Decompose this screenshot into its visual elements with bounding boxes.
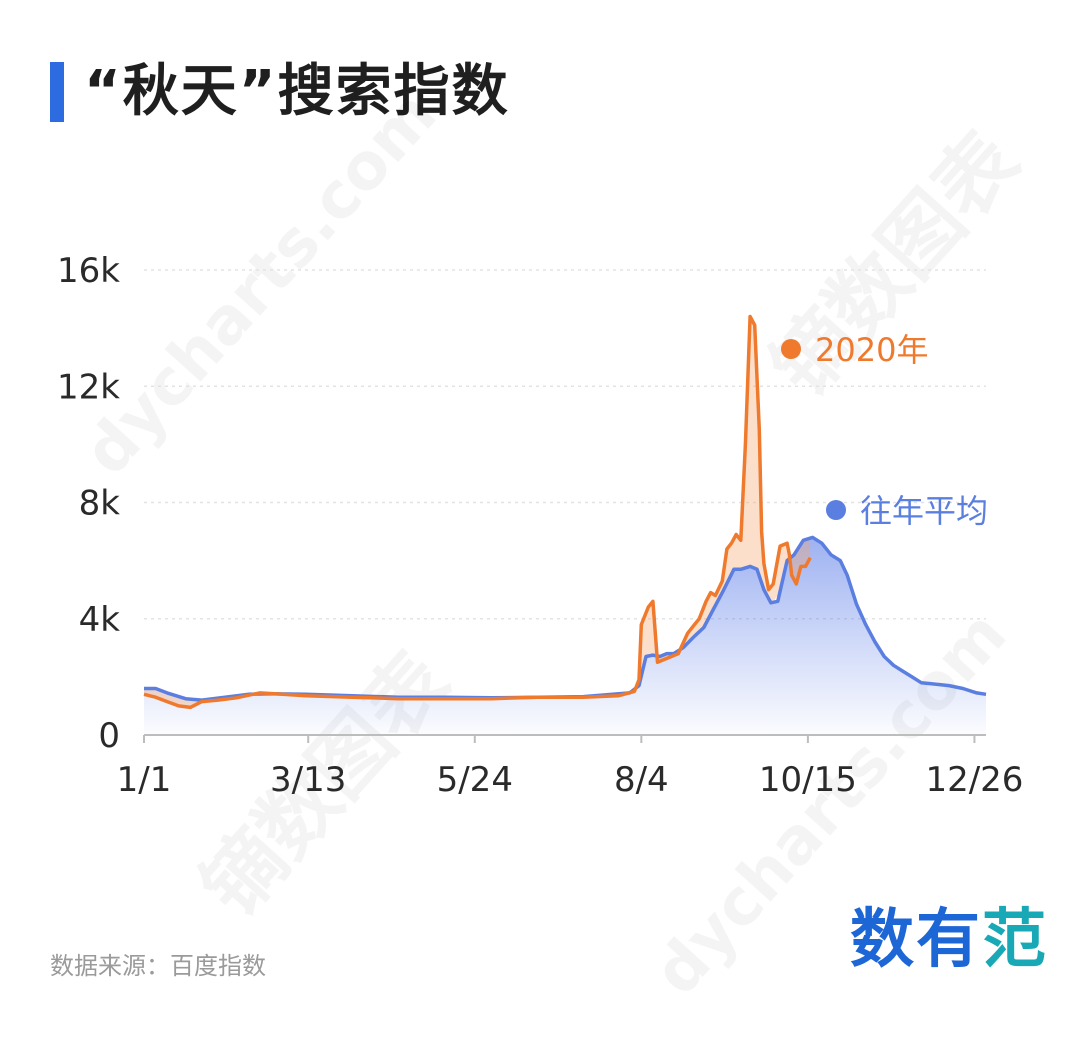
chart-title: “秋天”搜索指数 [84,59,510,124]
legend-label-1: 往年平均 [860,492,988,530]
brand-char-3: 范 [982,903,1048,977]
title-accent-bar [50,62,64,122]
legend-dot-0 [781,339,801,359]
x-tick-label-2: 5/24 [437,760,513,800]
y-axis-tick-labels: 0 4k 8k 12k 16k [57,251,120,756]
y-tick-label-4: 16k [57,251,120,291]
x-axis: 1/1 3/13 5/24 8/4 10/15 12/26 [117,734,1023,800]
brand-logo: 数有范 [850,900,1048,980]
y-tick-label-0: 0 [98,716,120,756]
x-tick-label-5: 12/26 [925,760,1023,800]
legend-dot-1 [826,500,846,520]
brand-char-2: 有 [916,903,982,977]
y-tick-label-3: 12k [57,367,120,407]
series-2020-line [143,314,812,710]
brand-char-1: 数 [850,903,916,977]
y-tick-label-1: 4k [79,600,121,640]
avg-area-fill [144,537,986,735]
data-source-note: 数据来源：百度指数 [50,952,266,980]
x-tick-label-0: 1/1 [117,760,172,800]
x-tick-label-3: 8/4 [614,760,669,800]
grid-lines [144,269,986,620]
x-tick-label-4: 10/15 [759,760,857,800]
x-tick-label-1: 3/13 [270,760,346,800]
y-tick-label-2: 8k [79,484,121,524]
legend-label-0: 2020年 [815,331,928,369]
series-layer [143,314,987,735]
